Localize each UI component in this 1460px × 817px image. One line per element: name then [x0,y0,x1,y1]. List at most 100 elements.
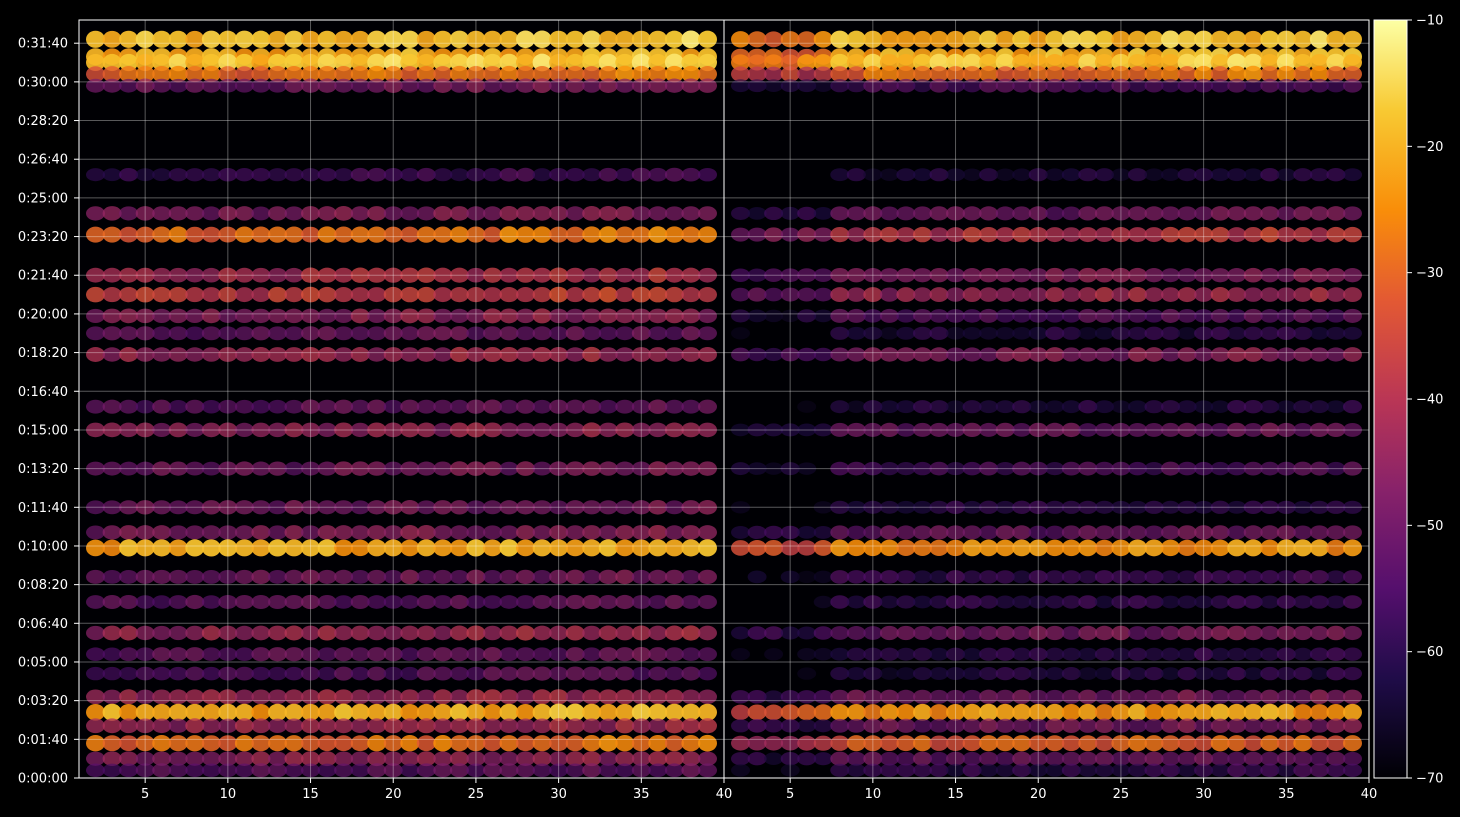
spectral-blob [1243,79,1263,93]
spectral-blob [648,399,668,414]
spectral-blob [929,626,949,640]
spectral-blob [1078,689,1098,704]
spectral-blob [813,227,833,242]
spectral-blob [747,268,767,282]
spectral-blob [979,53,999,72]
spectral-blob [383,689,403,705]
spectral-blob [913,667,932,681]
spectral-blob [813,287,833,302]
spectral-blob [433,347,453,362]
spectral-blob [896,539,916,557]
spectral-blob [1028,309,1048,323]
spectral-blob [234,30,254,48]
spectral-blob [995,666,1015,681]
spectral-blob [830,267,850,283]
spectral-blob [1326,30,1346,48]
spectral-blob [350,703,370,721]
spectral-blob [86,569,105,584]
spectral-blob [631,569,651,584]
spectral-blob [449,399,469,414]
spectral-blob [929,689,949,704]
spectral-blob [780,54,800,71]
spectral-blob [962,647,982,661]
spectral-blob [664,569,684,585]
spectral-blob [1326,751,1346,766]
spectral-blob [301,500,320,515]
spectral-blob [317,461,337,476]
spectral-blob [367,461,387,476]
spectral-blob [499,267,519,283]
spectral-blob [218,647,238,662]
spectral-blob [598,53,618,72]
spectral-blob [565,718,585,734]
spectral-blob [350,525,370,540]
spectral-blob [979,422,999,437]
spectral-blob [863,500,883,514]
spectral-blob [102,751,122,767]
spectral-blob [681,461,701,476]
spectral-blob [1309,267,1329,283]
spectral-blob [350,30,370,48]
spectral-blob [433,78,453,93]
spectral-blob [1061,751,1081,766]
spectral-blob [466,666,486,681]
spectral-blob [879,30,899,48]
spectral-blob [1078,525,1098,540]
spectral-blob [516,689,535,705]
spectral-blob [234,539,254,557]
spectral-blob [962,309,982,323]
spectral-blob [532,206,552,221]
spectral-blob [1227,268,1247,283]
spectral-blob [664,347,684,362]
spectral-blob [383,570,403,584]
spectral-blob [400,226,420,243]
spectral-blob [664,500,684,515]
spectral-blob [1144,287,1164,302]
spectral-blob [797,704,817,721]
spectral-blob [284,53,304,72]
spectral-blob [698,308,717,324]
spectral-blob [135,326,155,341]
spectral-blob [830,30,850,49]
spectral-blob [1177,703,1197,721]
spectral-blob [896,309,916,323]
spectral-blob [913,400,932,414]
spectral-blob [1078,751,1098,766]
spectral-blob [516,569,535,585]
spectral-blob [1210,763,1230,777]
spectral-blob [449,226,469,243]
spectral-blob [218,569,238,584]
spectral-blob [896,268,916,283]
spectral-blob [797,423,817,437]
spectral-blob [86,735,105,752]
spectral-blob [846,689,866,705]
spectral-blob [433,206,453,221]
spectral-blob [565,735,585,752]
spectral-blob [1343,206,1362,221]
spectral-blob [549,399,569,414]
spectral-blob [532,500,552,515]
spectral-blob [400,647,420,661]
spectral-blob [483,666,502,681]
spectral-blob [1309,751,1329,766]
spectral-blob [1028,78,1048,93]
spectral-blob [284,422,304,438]
spectral-blob [1260,54,1280,71]
spectral-blob [400,267,420,283]
y-tick-label: 0:21:40 [18,269,68,284]
spectral-blob [664,461,684,476]
spectral-blob [780,525,800,540]
spectral-blob [1111,347,1131,362]
spectral-blob [664,525,684,540]
spectral-blob [797,347,817,362]
spectral-blob [119,78,139,93]
spectral-blob [449,65,469,83]
spectral-blob [1078,667,1098,680]
spectral-blob [449,500,469,515]
spectral-blob [284,594,304,610]
spectral-blob [1260,287,1280,302]
spectral-blob [466,267,486,283]
spectral-blob [152,53,172,72]
spectral-blob [747,525,767,540]
spectral-blob [780,347,800,362]
